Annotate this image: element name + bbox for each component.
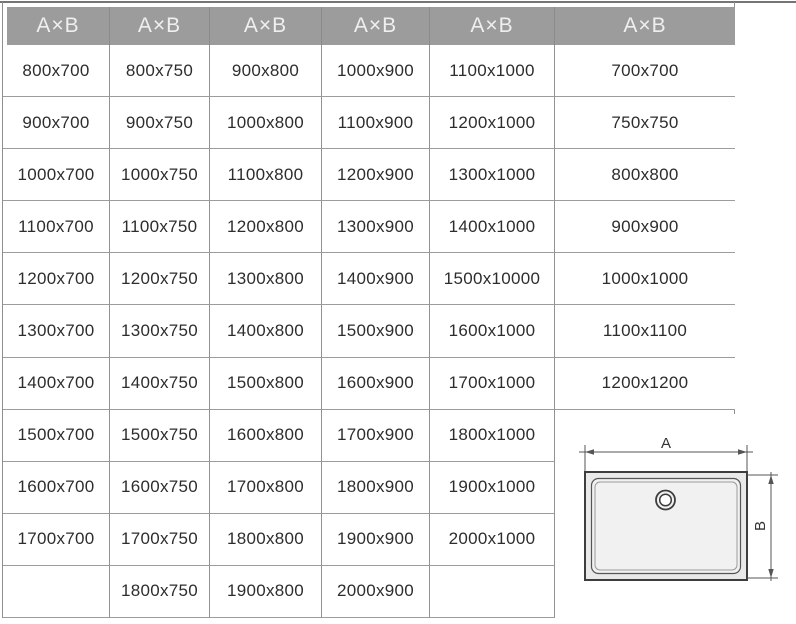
table-cell: 900x750 bbox=[110, 97, 210, 150]
table-cell: 1100x1000 bbox=[430, 45, 555, 98]
table-cell: 900x900 bbox=[555, 201, 735, 254]
table-cell: 1000x900 bbox=[322, 45, 430, 98]
size-table: A×B A×B A×B A×B A×B A×B 800x700 800x750 … bbox=[3, 3, 735, 619]
table-cell: 1700x1000 bbox=[430, 357, 555, 410]
table-cell: 1200x900 bbox=[322, 149, 430, 202]
table-cell: 1800x1000 bbox=[430, 409, 555, 462]
table-cell: 1900x800 bbox=[210, 565, 322, 619]
top-border-line bbox=[0, 1, 796, 3]
column-header: A×B bbox=[110, 7, 210, 45]
tray-inner-rim bbox=[590, 477, 742, 575]
table-cell: 1500x800 bbox=[210, 357, 322, 410]
table-cell: 1800x750 bbox=[110, 565, 210, 619]
width-dimension-label: A bbox=[661, 435, 671, 452]
table-cell: 800x750 bbox=[110, 45, 210, 98]
table-cell bbox=[3, 565, 110, 619]
drain-icon-inner bbox=[658, 493, 673, 507]
table-cell: 1200x1000 bbox=[430, 97, 555, 150]
table-cell: 1100x800 bbox=[210, 149, 322, 202]
table-cell: 2000x900 bbox=[322, 565, 430, 619]
table-cell: 1200x800 bbox=[210, 201, 322, 254]
tray-basin-line bbox=[594, 481, 738, 571]
column-header: A×B bbox=[555, 7, 735, 45]
table-cell: 1400x700 bbox=[3, 357, 110, 410]
table-cell: 750x750 bbox=[555, 97, 735, 150]
table-cell: 800x700 bbox=[3, 45, 110, 98]
table-cell: 1100x1100 bbox=[555, 305, 735, 358]
table-cell: 800x800 bbox=[555, 149, 735, 202]
column-header: A×B bbox=[210, 7, 322, 45]
table-cell: 700x700 bbox=[555, 45, 735, 98]
table-cell: 1100x750 bbox=[110, 201, 210, 254]
column-header: A×B bbox=[430, 7, 555, 45]
left-border-line bbox=[2, 2, 3, 618]
table-cell: 1600x900 bbox=[322, 357, 430, 410]
table-cell bbox=[430, 565, 555, 619]
table-cell: 1800x900 bbox=[322, 461, 430, 514]
table-cell: 1400x750 bbox=[110, 357, 210, 410]
table-cell: 900x800 bbox=[210, 45, 322, 98]
table-cell: 1700x800 bbox=[210, 461, 322, 514]
table-cell: 1600x800 bbox=[210, 409, 322, 462]
table-cell: 1600x1000 bbox=[430, 305, 555, 358]
table-cell: 1600x700 bbox=[3, 461, 110, 514]
table-cell: 1300x900 bbox=[322, 201, 430, 254]
table-cell: 1700x700 bbox=[3, 513, 110, 566]
table-cell: 1800x800 bbox=[210, 513, 322, 566]
table-cell: 1900x900 bbox=[322, 513, 430, 566]
table-cell: 1300x750 bbox=[110, 305, 210, 358]
table-cell: 1300x800 bbox=[210, 253, 322, 306]
table-cell: 1300x700 bbox=[3, 305, 110, 358]
table-cell: 1000x750 bbox=[110, 149, 210, 202]
table-cell: 1500x750 bbox=[110, 409, 210, 462]
table-cell: 1200x1200 bbox=[555, 357, 735, 410]
height-dimension-label: B bbox=[752, 521, 769, 531]
table-cell: 1000x800 bbox=[210, 97, 322, 150]
table-cell: 1000x1000 bbox=[555, 253, 735, 306]
table-cell: 1200x700 bbox=[3, 253, 110, 306]
table-cell: 1900x1000 bbox=[430, 461, 555, 514]
column-header: A×B bbox=[322, 7, 430, 45]
table-cell: 1400x900 bbox=[322, 253, 430, 306]
table-cell: 2000x1000 bbox=[430, 513, 555, 566]
table-cell: 1500x700 bbox=[3, 409, 110, 462]
table-cell: 1500x10000 bbox=[430, 253, 555, 306]
table-cell: 1000x700 bbox=[3, 149, 110, 202]
product-dimension-diagram: A B bbox=[579, 435, 778, 581]
table-cell: 1200x750 bbox=[110, 253, 210, 306]
table-cell: 1300x1000 bbox=[430, 149, 555, 202]
table-cell: 1500x900 bbox=[322, 305, 430, 358]
table-cell: 900x700 bbox=[3, 97, 110, 150]
column-header: A×B bbox=[7, 7, 110, 45]
table-cell: 1100x700 bbox=[3, 201, 110, 254]
table-cell: 1700x900 bbox=[322, 409, 430, 462]
table-cell: 1400x800 bbox=[210, 305, 322, 358]
table-cell: 1400x1000 bbox=[430, 201, 555, 254]
table-cell: 1100x900 bbox=[322, 97, 430, 150]
table-cell: 1600x750 bbox=[110, 461, 210, 514]
table-cell: 1700x750 bbox=[110, 513, 210, 566]
